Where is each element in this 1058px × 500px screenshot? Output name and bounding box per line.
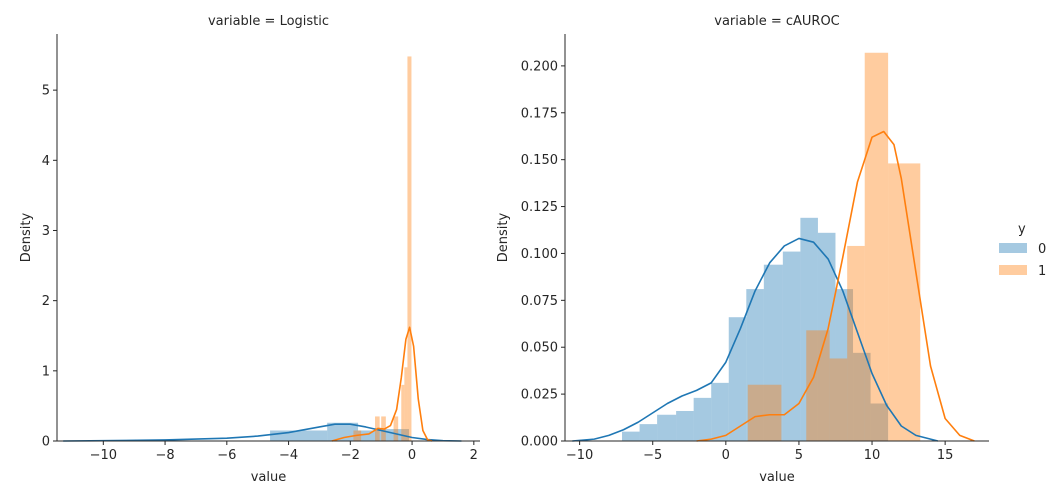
y-tick-label: 0.100 — [521, 247, 558, 262]
y-tick-label: 2 — [42, 294, 50, 309]
x-tick-label: 5 — [795, 448, 803, 463]
y-tick-label: 0.175 — [521, 106, 558, 121]
hist-bar-1-3 — [847, 245, 865, 441]
x-tick-label: −6 — [217, 448, 236, 463]
y-axis-label: Density — [19, 212, 34, 262]
hist-bar-0-0 — [270, 430, 328, 441]
x-tick-label: 0 — [722, 448, 730, 463]
hist-bar-0-5 — [711, 382, 729, 441]
hist-bar-0-0 — [622, 431, 640, 441]
hist-bar-0-2 — [657, 414, 677, 441]
legend-label-1: 1 — [1038, 264, 1046, 279]
legend: y 0 1 — [999, 222, 1046, 279]
y-axis-label: Density — [496, 212, 511, 262]
hist-bar-0-13 — [853, 352, 871, 441]
y-tick-label: 0.025 — [521, 388, 558, 403]
hist-bar-0-14 — [870, 403, 889, 441]
legend-label-0: 0 — [1038, 242, 1046, 257]
hist-bar-1-3 — [393, 416, 399, 441]
hist-bar-0-12 — [835, 289, 854, 441]
panel-title: variable = Logistic — [208, 14, 329, 29]
y-tick-label: 0.050 — [521, 341, 558, 356]
hist-bar-0-2 — [358, 430, 379, 441]
hist-bar-1-5 — [404, 367, 408, 441]
hist-bar-1-6 — [407, 56, 412, 442]
y-tick-label: 0.000 — [521, 435, 558, 450]
y-tick-label: 0.075 — [521, 294, 558, 309]
x-tick-label: 2 — [470, 448, 478, 463]
x-tick-label: −2 — [341, 448, 360, 463]
x-axis-label: value — [759, 470, 795, 485]
x-tick-label: 15 — [937, 448, 954, 463]
hist-bar-0-7 — [746, 289, 764, 441]
hist-bar-1-4 — [401, 384, 405, 441]
panel-title: variable = cAUROC — [714, 14, 840, 29]
y-tick-label: 3 — [42, 224, 50, 239]
kde-line-1 — [696, 130, 975, 442]
hist-bar-0-6 — [728, 317, 747, 441]
x-tick-label: −10 — [90, 448, 117, 463]
legend-swatch-0 — [999, 243, 1027, 253]
hist-bar-1-2 — [829, 358, 848, 441]
y-tick-label: 0 — [42, 435, 50, 450]
y-tick-label: 5 — [42, 84, 50, 99]
hist-bar-0-3 — [676, 410, 694, 441]
x-tick-label: −8 — [155, 448, 174, 463]
kde-line-0 — [572, 237, 939, 442]
y-tick-label: 0.200 — [521, 59, 558, 74]
hist-bar-1-0 — [747, 384, 782, 441]
hist-bar-0-9 — [782, 251, 801, 441]
kde-line-0 — [63, 423, 462, 442]
hist-bar-0-11 — [817, 232, 836, 441]
hist-bar-0-8 — [763, 264, 783, 441]
y-tick-label: 4 — [42, 154, 50, 169]
x-tick-label: −10 — [566, 448, 593, 463]
x-tick-label: 0 — [408, 448, 416, 463]
hist-bar-1-4 — [864, 52, 889, 441]
y-tick-label: 0.125 — [521, 200, 558, 215]
panel-logistic: variable = Logistic value Density −10 −8 −… — [19, 14, 480, 485]
y-tick-label: 0.150 — [521, 153, 558, 168]
legend-swatch-1 — [999, 265, 1027, 275]
y-tick-label: 1 — [42, 364, 50, 379]
x-tick-label: 10 — [864, 448, 881, 463]
x-tick-label: −4 — [279, 448, 298, 463]
hist-bar-1-5 — [888, 163, 921, 442]
hist-bar-0-4 — [693, 397, 712, 441]
panel-cauroc: variable = cAUROC value Density −10 −5 0 5 1… — [496, 14, 989, 485]
x-tick-label: −5 — [643, 448, 662, 463]
legend-title: y — [1018, 222, 1026, 237]
hist-bar-0-3 — [378, 429, 409, 441]
x-axis-label: value — [251, 470, 287, 485]
hist-bar-0-1 — [639, 424, 658, 441]
hist-bar-1-1 — [806, 330, 830, 441]
hist-bar-0-10 — [800, 217, 818, 441]
kde-line-1 — [331, 326, 433, 442]
